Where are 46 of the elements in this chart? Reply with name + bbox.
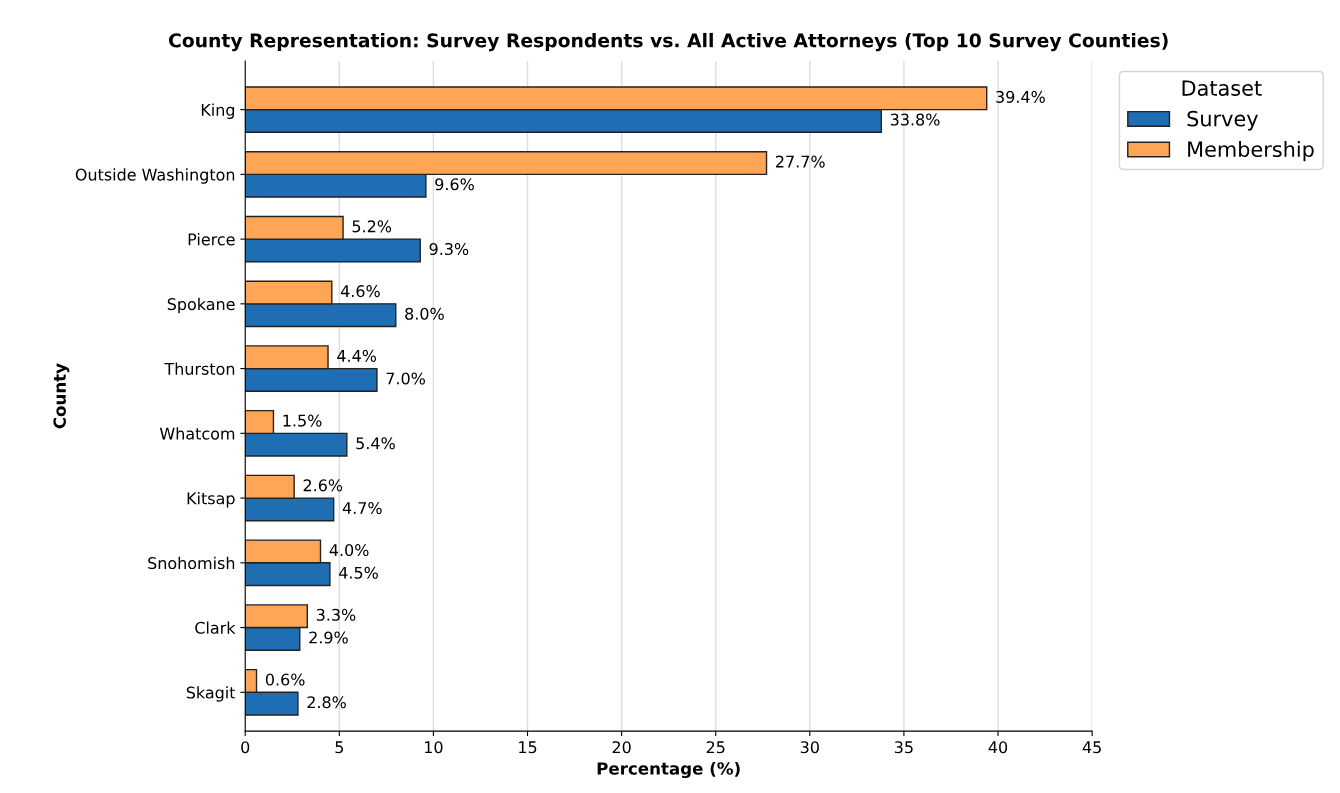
x-tick-label: 40 (988, 741, 1008, 754)
x-tick-label: 35 (894, 741, 913, 754)
data-label: 7.0% (386, 372, 425, 385)
data-label: 1.5% (283, 414, 322, 427)
y-tick-label: Spokane (167, 297, 235, 314)
y-tick-label: Whatcom (159, 427, 235, 440)
data-label: 2.8% (307, 696, 346, 709)
data-label: 4.4% (337, 349, 377, 362)
legend-title: Dataset (1182, 80, 1262, 96)
x-axis-title: Percentage (%) (597, 761, 740, 779)
data-label: 27.7% (776, 155, 825, 168)
data-label: 4.7% (342, 501, 382, 515)
chart-title: County Representation: Survey Respondents vs. All Active Attorneys (Top 10 Survey Counties) (169, 32, 1168, 52)
data-label: 5.4% (356, 437, 395, 450)
data-label: 8.0% (405, 307, 444, 320)
data-label: 0.6% (265, 673, 305, 686)
x-tick-label: 20 (612, 741, 631, 754)
y-tick-label: King (201, 103, 235, 120)
x-tick-label: 15 (519, 741, 537, 754)
data-label: 4.0% (329, 544, 369, 557)
y-tick-label: Thurston (164, 362, 235, 375)
x-tick-label: 30 (800, 741, 819, 754)
x-tick-label: 0 (241, 741, 250, 754)
y-tick-label: Snohomish (148, 556, 235, 570)
data-label: 2.6% (303, 479, 343, 492)
data-label: 33.8% (890, 113, 940, 126)
y-tick-label: Outside Washington (75, 168, 235, 184)
y-tick-label: Clark (195, 621, 236, 634)
data-label: 9.6% (435, 178, 474, 191)
y-tick-label: Pierce (188, 233, 235, 246)
x-tick-label: 5 (335, 741, 343, 754)
data-label: 3.3% (316, 608, 356, 621)
data-label: 5.2% (352, 220, 392, 233)
x-tick-label: 25 (706, 741, 725, 754)
data-label: 39.4% (996, 90, 1045, 103)
legend-label: Survey (1187, 110, 1258, 131)
data-label: 4.6% (340, 285, 380, 298)
data-label: 9.3% (429, 242, 469, 256)
data-label: 4.5% (339, 566, 378, 579)
y-axis-title: County (53, 363, 70, 429)
x-tick-label: 10 (425, 741, 443, 754)
data-label: 2.9% (309, 631, 348, 644)
y-tick-label: Skagit (186, 686, 236, 702)
y-tick-label: Kitsap (187, 492, 235, 508)
x-tick-label: 45 (1082, 741, 1101, 754)
legend-label: Membership (1188, 140, 1314, 162)
